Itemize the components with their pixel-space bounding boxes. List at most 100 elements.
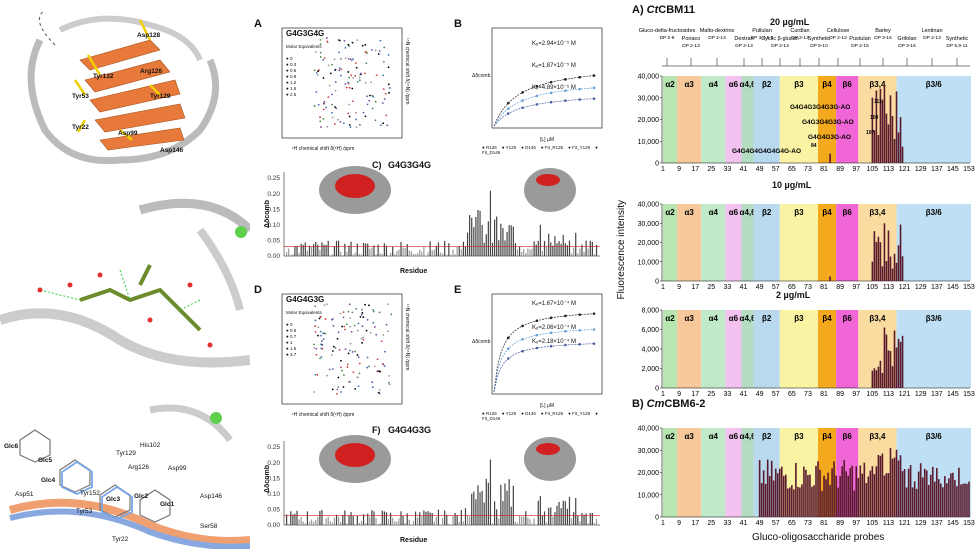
data-point	[535, 94, 539, 98]
title-b: B) CmCBM6-2	[632, 398, 706, 410]
probe-bar	[827, 472, 829, 517]
probe-bar	[782, 475, 785, 517]
csp-bar	[335, 514, 338, 525]
x-tick-label: 1	[661, 166, 665, 173]
legend-entry: ● 2.5	[286, 92, 297, 97]
csp-bar	[344, 510, 346, 525]
probe-bar	[863, 462, 866, 517]
x-tick-label: 49	[756, 166, 764, 173]
x-tick-label: 65	[788, 284, 796, 291]
label-tyr22-b: Tyr22	[112, 536, 129, 543]
hsqc-peak	[351, 311, 354, 314]
probe-band	[663, 204, 678, 281]
legend-entry: ● 0	[286, 56, 293, 61]
y-tick-label: 30,000	[638, 95, 660, 102]
probe-bar	[929, 474, 932, 517]
y-tick-label: 10,000	[638, 492, 660, 499]
x-tick-label: 145	[947, 166, 959, 173]
hsqc-peak	[348, 349, 351, 352]
probe-band	[741, 428, 754, 517]
csp-bar	[296, 510, 298, 525]
hsqc-peak	[360, 313, 363, 316]
probe-band	[753, 76, 780, 163]
csp-bar	[442, 253, 444, 256]
category-name: Cellulose	[827, 28, 850, 34]
x-tick-label: 17	[691, 391, 699, 398]
panel-d-ylabel: ¹⁵N chemical shift δ(¹⁵N) /ppm	[404, 304, 410, 371]
legend-entry: ● D146	[521, 411, 536, 416]
csp-bar	[541, 515, 544, 525]
hsqc-peak	[355, 118, 358, 121]
csp-bar	[583, 251, 585, 256]
probe-bar	[851, 465, 854, 517]
csp-bar	[523, 249, 525, 256]
panel-e-letter: E	[454, 284, 462, 296]
y-tick-label: 0.25	[267, 444, 280, 451]
probe-bar	[907, 468, 910, 517]
band-label: α4	[709, 432, 719, 441]
band-label: α6	[729, 432, 739, 441]
hsqc-peak	[331, 103, 334, 106]
label-tyr132: Tyr132	[93, 73, 114, 80]
csp-bar	[483, 242, 485, 256]
category-dp: DP 2-13	[791, 35, 809, 41]
hsqc-peak	[382, 88, 385, 91]
hsqc-peak	[371, 94, 374, 97]
hsqc-peak	[314, 330, 317, 333]
data-point	[592, 74, 596, 77]
csp-bar	[352, 515, 354, 525]
legend-entry: ● Fit_R126	[540, 145, 564, 150]
hsqc-peak	[356, 80, 359, 83]
csp-bar	[310, 247, 313, 256]
band-label: β4	[822, 208, 832, 217]
csp-bar	[566, 508, 568, 525]
probe-bar	[871, 97, 874, 163]
probe-bar	[857, 477, 860, 517]
data-point	[506, 357, 510, 360]
x-tick-label: 9	[677, 284, 681, 291]
probe-band	[896, 310, 972, 388]
probe-bar	[871, 261, 874, 281]
csp-bar	[450, 254, 452, 256]
label-tyr53: Tyr53	[72, 93, 89, 100]
csp-bar	[583, 514, 585, 525]
label-glc6: Glc6	[4, 443, 19, 450]
csp-bar	[383, 243, 385, 256]
csp-bar	[462, 241, 464, 256]
csp-bar	[315, 519, 317, 525]
x-tick-label: 9	[677, 166, 681, 173]
protein-ribbon-top	[27, 9, 220, 165]
probe-bar	[875, 370, 878, 388]
panel-e-isotherm: E Kₑ=1.67×10⁻⁴ M Kₑ=2.06×10⁻⁴ M Kₑ=2.18×…	[452, 284, 612, 424]
hsqc-peak	[362, 316, 365, 319]
csp-bar	[446, 254, 448, 256]
probe-bar	[948, 478, 950, 517]
csp-bar	[481, 224, 483, 256]
csp-bar	[323, 244, 325, 256]
panel-b-ylabel: Δδcomb	[472, 73, 491, 79]
csp-bar	[500, 484, 502, 525]
probe-bar	[887, 350, 890, 388]
category-name: Pullulan	[752, 28, 772, 34]
probe-bar	[944, 476, 946, 517]
band-label: β3	[794, 208, 804, 217]
csp-bar	[288, 524, 290, 525]
label-glc5: Glc5	[38, 457, 53, 464]
hsqc-peak	[370, 81, 373, 84]
category-dp: DP 8-10	[810, 43, 828, 49]
hsqc-peak	[321, 340, 323, 343]
csp-bar	[348, 515, 350, 525]
hsqc-peak	[352, 371, 355, 374]
data-point	[521, 99, 524, 102]
x-tick-label: 105	[867, 166, 879, 173]
hsqc-peak	[347, 71, 350, 73]
csp-bar	[533, 518, 535, 525]
hsqc-peak	[382, 74, 385, 77]
probe-bar	[875, 241, 878, 281]
panel-d-legend-title: Molar Equivalents	[286, 310, 322, 315]
kd-b-1: Kₑ=2.94×10⁻⁵ M	[532, 41, 576, 47]
hsqc-peak	[350, 59, 353, 62]
hsqc-peak	[361, 325, 364, 328]
hsqc-peak	[356, 354, 359, 356]
csp-bar	[525, 253, 527, 256]
